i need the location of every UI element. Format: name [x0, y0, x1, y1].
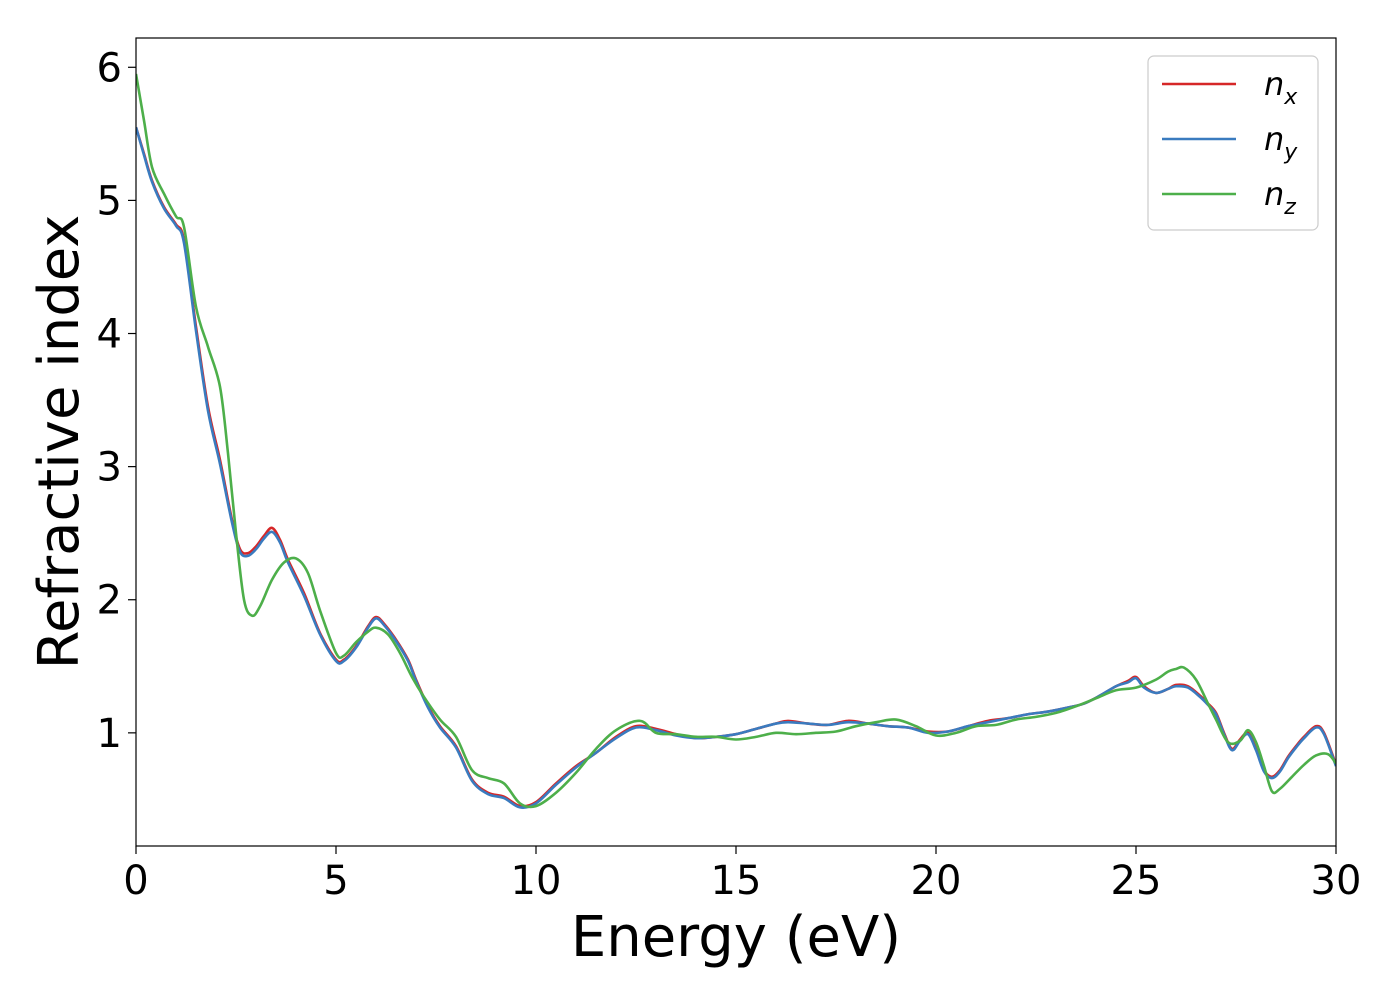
legend-label-ny: ny: [1264, 120, 1298, 165]
plot-lines: [136, 73, 1336, 809]
y-tick-label: 1: [97, 711, 122, 757]
y-tick-label: 6: [97, 45, 122, 91]
y-tick-label: 3: [97, 445, 122, 491]
y-tick-label: 4: [97, 312, 122, 358]
series-line-nz: [136, 73, 1336, 809]
x-axis-label: Energy (eV): [571, 905, 901, 970]
x-tick-label: 15: [711, 858, 762, 904]
x-tick-label: 30: [1311, 858, 1362, 904]
x-tick-label: 0: [123, 858, 148, 904]
axis-ticks: 0 5 10 15 20 25 30 1 2 3 4 5 6: [97, 45, 1362, 904]
x-tick-label: 5: [323, 858, 348, 904]
y-tick-label: 2: [97, 578, 122, 624]
x-tick-label: 20: [911, 858, 962, 904]
x-tick-label: 10: [511, 858, 562, 904]
y-axis-label: Refractive index: [27, 215, 92, 670]
y-tick-label: 5: [97, 178, 122, 224]
x-tick-label: 25: [1111, 858, 1162, 904]
legend-label-nx: nx: [1264, 65, 1298, 110]
legend: nx ny nz: [1147, 55, 1319, 231]
legend-label-nz: nz: [1264, 175, 1296, 220]
legend-box: [1147, 55, 1319, 231]
